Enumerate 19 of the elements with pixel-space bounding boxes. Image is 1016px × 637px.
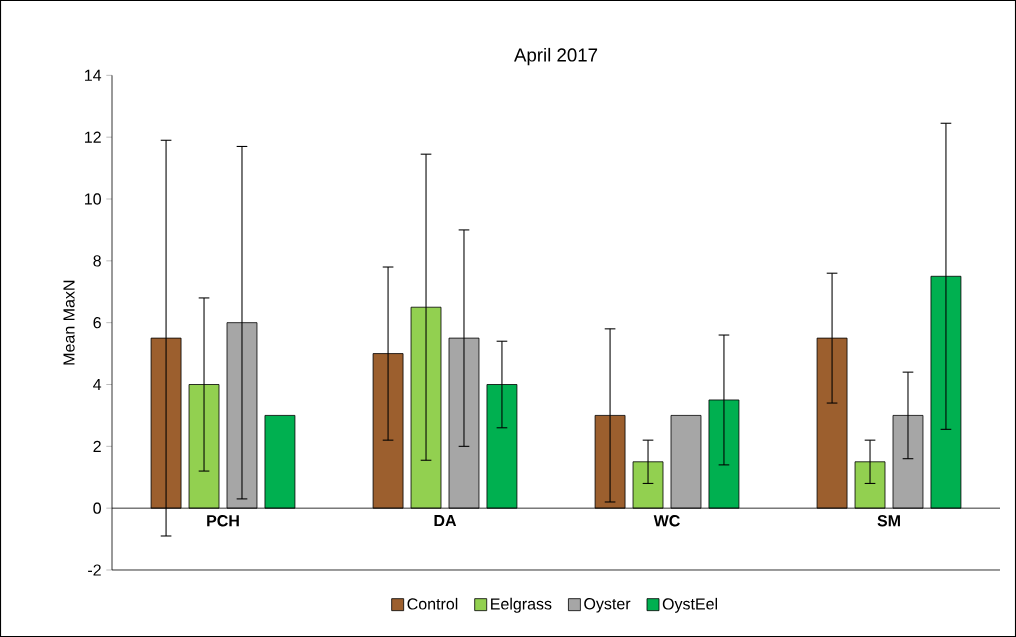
y-tick-label: 8: [93, 255, 101, 267]
y-tick-label: 12: [85, 131, 101, 143]
legend-label: Control: [407, 597, 458, 610]
x-tick-label: SM: [877, 515, 900, 527]
x-tick-label: DA: [434, 515, 457, 527]
y-tick-label: 6: [93, 317, 101, 329]
y-tick-label: 2: [93, 440, 101, 452]
y-tick-label: 0: [93, 502, 101, 514]
x-tick-label: PCH: [207, 515, 239, 527]
y-tick-label: 4: [93, 379, 102, 391]
y-tick-label: 14: [85, 69, 102, 81]
chart-title: April 2017: [514, 47, 598, 66]
y-tick-label: -2: [88, 564, 101, 576]
x-tick-label: WC: [653, 515, 680, 527]
y-axis-title: Mean MaxN: [63, 280, 75, 365]
legend-label: OystEel: [662, 597, 718, 613]
legend-label: Eelgrass: [491, 597, 552, 613]
y-tick-label: 10: [85, 193, 101, 205]
legend-label: Oyster: [584, 598, 631, 613]
